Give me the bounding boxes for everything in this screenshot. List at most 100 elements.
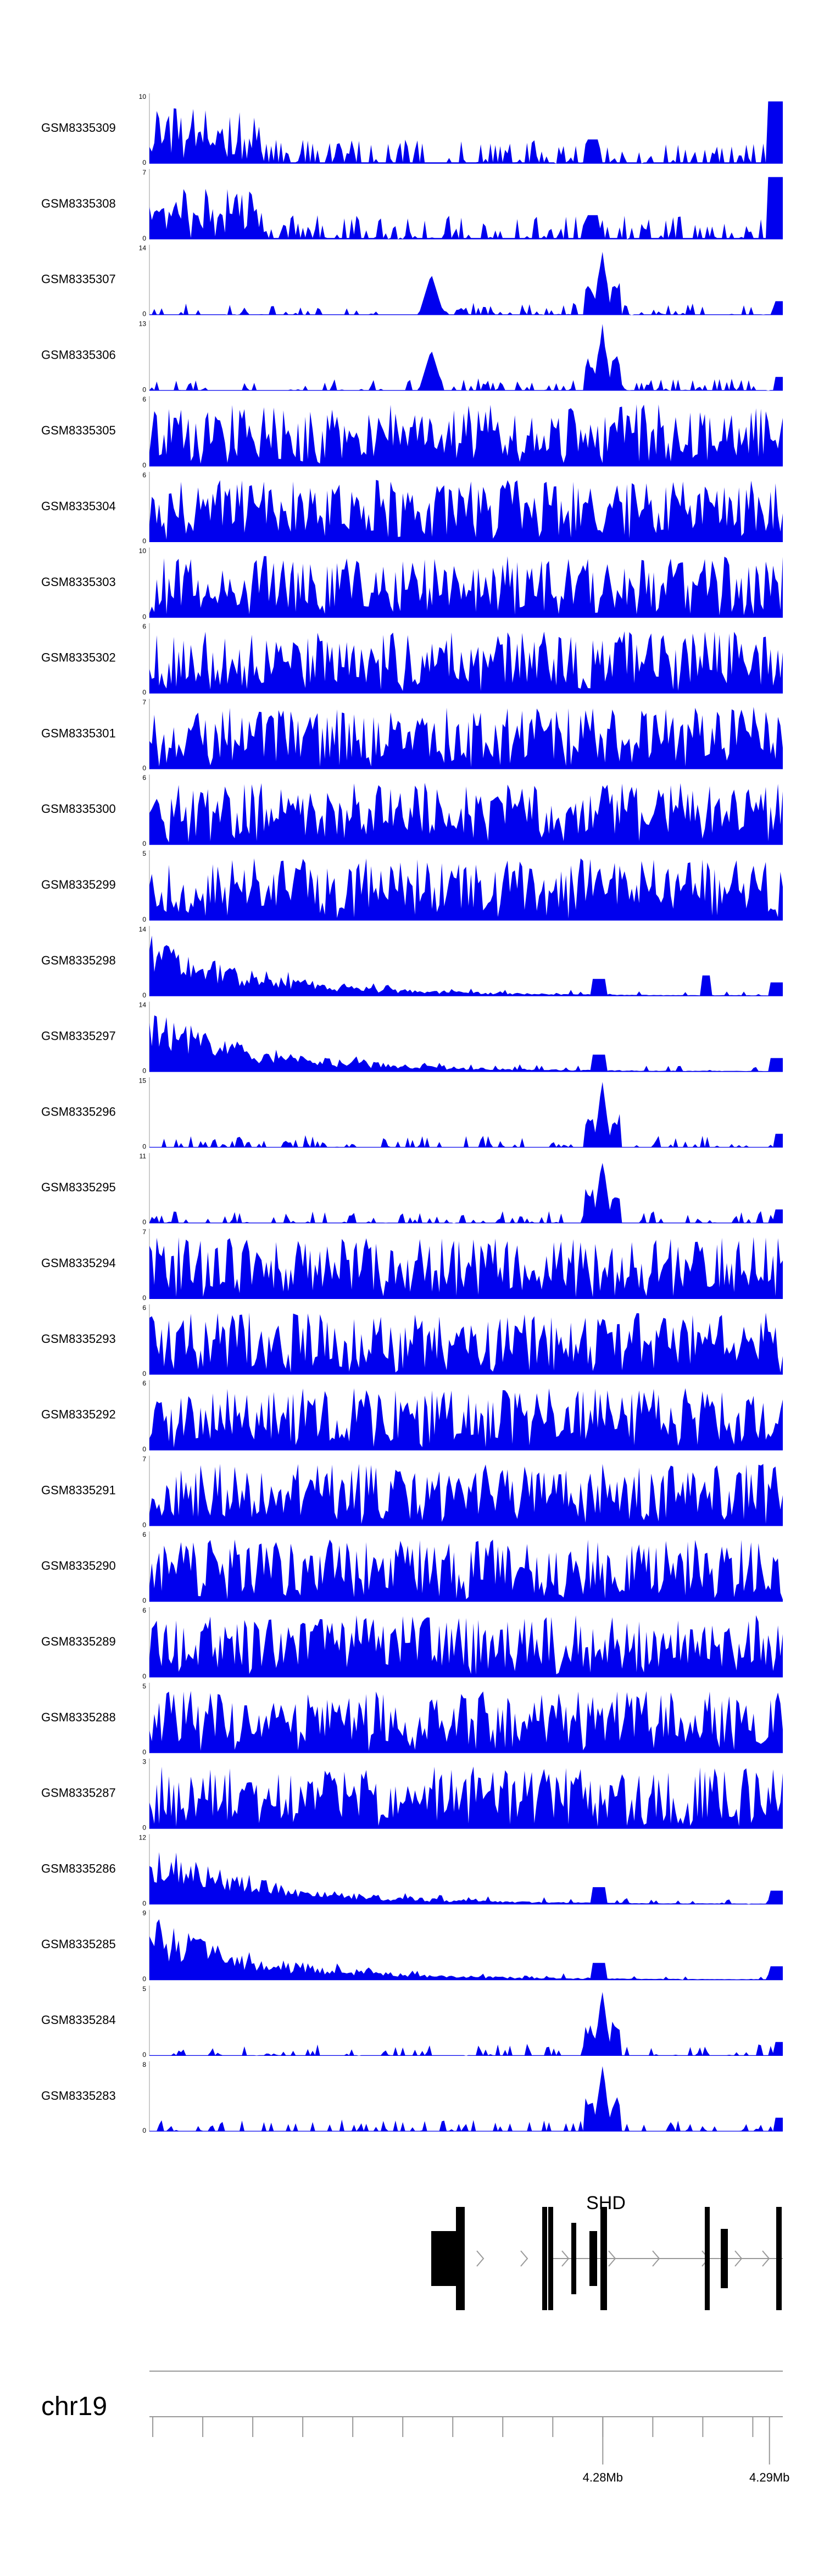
exon: [776, 2207, 782, 2310]
signal-area: [149, 1992, 783, 2056]
track-GSM8335285: GSM8335285 9 0: [41, 1909, 783, 1983]
track-label: GSM8335283: [41, 2089, 116, 2103]
track-ymin: 0: [142, 461, 146, 469]
signal-area: [149, 1691, 783, 1753]
track-ymin: 0: [142, 1294, 146, 1302]
track-GSM8335291: GSM8335291 7 0: [41, 1455, 783, 1529]
exon: [600, 2207, 607, 2310]
exon: [431, 2231, 458, 2286]
track-ymax: 10: [139, 547, 147, 555]
track-label: GSM8335295: [41, 1180, 116, 1194]
track-GSM8335296: GSM8335296 15 0: [41, 1077, 783, 1150]
track-ymin: 0: [142, 1672, 146, 1680]
exon: [542, 2207, 547, 2310]
track-ymin: 0: [142, 991, 146, 999]
track-GSM8335288: GSM8335288 5 0: [41, 1682, 783, 1756]
signal-area: [149, 935, 783, 996]
track-ymin: 0: [142, 386, 146, 393]
track-GSM8335298: GSM8335298 14 0: [41, 925, 783, 999]
signal-area: [149, 858, 783, 921]
signal-area: [149, 1237, 783, 1299]
strand-chevron: [762, 2250, 770, 2267]
track-ymax: 7: [142, 1228, 146, 1236]
track-ymax: 14: [139, 244, 147, 252]
strand-chevron: [476, 2250, 485, 2267]
track-label: GSM8335302: [41, 651, 116, 665]
track-ymin: 0: [142, 916, 146, 923]
track-GSM8335290: GSM8335290 6 0: [41, 1531, 783, 1604]
track-GSM8335302: GSM8335302 6 0: [41, 623, 783, 696]
gene-model-SHD: [431, 2207, 783, 2310]
track-ymax: 6: [142, 1607, 146, 1614]
strand-chevron: [734, 2250, 743, 2267]
track-ymin: 0: [142, 1824, 146, 1832]
track-GSM8335295: GSM8335295 11 0: [41, 1152, 783, 1226]
track-ymin: 0: [142, 1597, 146, 1604]
track-GSM8335283: GSM8335283 8 0: [41, 2061, 783, 2134]
track-GSM8335293: GSM8335293 6 0: [41, 1304, 783, 1378]
track-ymin: 0: [142, 537, 146, 545]
track-ymax: 13: [139, 320, 147, 327]
track-label: GSM8335288: [41, 1710, 116, 1724]
track-ymin: 0: [142, 2051, 146, 2059]
track-ymax: 7: [142, 698, 146, 706]
strand-chevron: [608, 2250, 616, 2267]
signal-area: [149, 707, 783, 770]
track-label: GSM8335287: [41, 1786, 116, 1800]
track-ymax: 10: [139, 93, 147, 101]
chromosome-ideogram: chr19: [41, 2371, 783, 2421]
exon: [705, 2207, 710, 2310]
signal-area: [149, 2066, 783, 2132]
track-GSM8335299: GSM8335299 5 0: [41, 850, 783, 923]
strand-chevron: [561, 2250, 570, 2267]
track-ymax: 5: [142, 850, 146, 857]
track-ymax: 6: [142, 623, 146, 631]
signal-area: [149, 404, 783, 467]
exon: [456, 2207, 465, 2310]
track-ymax: 11: [140, 1152, 147, 1160]
track-ymax: 12: [139, 1833, 147, 1841]
track-label: GSM8335300: [41, 802, 116, 816]
track-label: GSM8335293: [41, 1332, 116, 1346]
track-ymin: 0: [142, 235, 146, 242]
track-GSM8335301: GSM8335301 7 0: [41, 698, 783, 772]
track-GSM8335294: GSM8335294 7 0: [41, 1228, 783, 1302]
signal-area: [149, 783, 783, 845]
track-label: GSM8335285: [41, 1937, 116, 1951]
track-ymax: 6: [142, 1380, 146, 1387]
tick-label: 4.28Mb: [583, 2471, 623, 2484]
track-GSM8335287: GSM8335287 3 0: [41, 1758, 783, 1832]
track-ymax: 6: [142, 774, 146, 782]
strand-chevron: [520, 2250, 528, 2267]
track-ymin: 0: [142, 159, 146, 166]
track-GSM8335307: GSM8335307 14 0: [41, 244, 783, 318]
track-ymax: 14: [139, 925, 147, 933]
signal-area: [149, 1163, 783, 1224]
strand-chevron: [652, 2250, 660, 2267]
track-ymax: 6: [142, 1304, 146, 1312]
track-ymax: 15: [139, 1077, 147, 1084]
track-ymin: 0: [142, 2127, 146, 2134]
signal-area: [149, 479, 783, 542]
exon: [548, 2207, 553, 2310]
track-ymax: 9: [142, 1909, 146, 1917]
chromosome-label: chr19: [41, 2392, 107, 2421]
signal-area: [149, 1388, 783, 1451]
signal-area: [149, 324, 783, 391]
track-ymin: 0: [142, 1446, 146, 1453]
track-GSM8335306: GSM8335306 13 0: [41, 320, 783, 393]
signal-area: [149, 101, 783, 164]
track-label: GSM8335305: [41, 423, 116, 437]
track-ymin: 0: [142, 1521, 146, 1529]
signal-area: [149, 631, 783, 694]
track-label: GSM8335292: [41, 1408, 116, 1421]
track-GSM8335303: GSM8335303 10 0: [41, 547, 783, 621]
track-ymin: 0: [142, 1748, 146, 1756]
track-label: GSM8335289: [41, 1635, 116, 1648]
track-ymin: 0: [142, 1899, 146, 1907]
track-label: GSM8335308: [41, 197, 116, 210]
track-ymin: 0: [142, 689, 146, 696]
track-label: GSM8335284: [41, 2013, 116, 2027]
gene-track: SHD: [431, 2193, 783, 2310]
